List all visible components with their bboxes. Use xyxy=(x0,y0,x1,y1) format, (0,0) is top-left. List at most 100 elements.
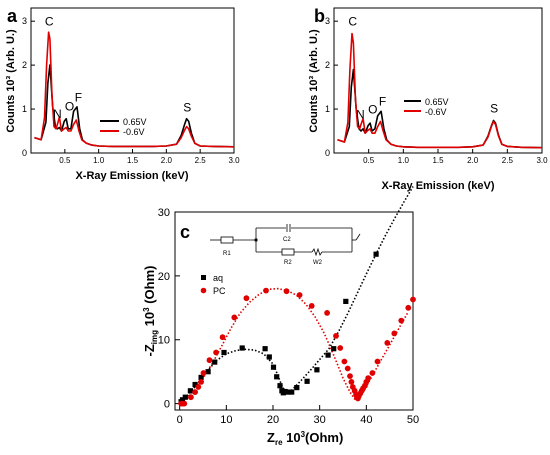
y-tick-label: 30 xyxy=(158,207,170,219)
y-tick-label: 10 xyxy=(158,335,170,347)
data-point-PC xyxy=(188,394,194,401)
data-point-aq xyxy=(262,346,268,352)
data-point-PC xyxy=(206,357,213,364)
circuit-label-r2: R2 xyxy=(284,260,292,266)
legend-label-0.65V: 0.65V xyxy=(123,117,147,127)
x-tick-label: 30 xyxy=(314,414,326,426)
circuit-label-r1: R1 xyxy=(223,251,231,257)
x-tick-label: 1.0 xyxy=(398,156,410,165)
panel-a: a 0.5 1.0 1.5 2.0 2.5 3.0 0 1 2 3 C NOF S 0.65V -0.… xyxy=(5,6,240,182)
x-tick-label: 0.5 xyxy=(59,156,71,165)
data-point-PC xyxy=(384,340,391,346)
peak-label-N: N xyxy=(356,108,365,122)
data-point-PC xyxy=(283,288,290,295)
data-point-aq xyxy=(343,298,349,304)
y-tick-label: 0 xyxy=(22,148,27,158)
data-point-PC xyxy=(410,296,416,303)
x-tick-label: 2.5 xyxy=(502,156,514,165)
peak-label-S: S xyxy=(183,100,191,114)
y-tick-label: 2 xyxy=(325,60,330,70)
data-point-PC xyxy=(198,379,205,385)
data-point-PC xyxy=(308,303,315,309)
panel-b-ylabel: Counts 10³ (Arb. U.) xyxy=(308,29,320,133)
data-point-aq xyxy=(277,383,283,389)
equivalent-circuit xyxy=(210,224,361,257)
peak-label-F: F xyxy=(379,95,386,109)
data-point-aq xyxy=(239,345,245,351)
panel-c: c 0 10 20 30 40 50 0 10 20 30 R1 C2 R2 xyxy=(142,186,419,447)
data-point-aq xyxy=(274,374,280,380)
data-point-aq xyxy=(294,385,300,391)
data-point-aq xyxy=(373,251,379,257)
panel-b: b 0.5 1.0 1.5 2.0 2.5 3.0 0 1 2 3 C N OF S 0.65V -0.… xyxy=(308,6,548,192)
peak-label-C: C xyxy=(45,15,54,29)
resistor-r2 xyxy=(281,248,295,256)
legend-label--0.6V: -0.6V xyxy=(425,107,447,117)
fit-line-aq xyxy=(179,186,414,405)
x-tick-label: 3.0 xyxy=(536,156,548,165)
data-point-PC xyxy=(405,304,412,311)
data-point-aq xyxy=(289,389,295,395)
data-point-PC xyxy=(348,379,355,385)
panel-c-frame xyxy=(174,211,414,411)
y-tick-label: 1 xyxy=(22,104,27,114)
data-point-aq xyxy=(331,346,337,352)
legend-marker-aq xyxy=(201,275,206,280)
panel-c-xlabel: Zre 103(Ohm) xyxy=(267,430,343,447)
resistor-r1 xyxy=(220,236,234,244)
svg-text:Zre 103(Ohm): Zre 103(Ohm) xyxy=(267,430,343,447)
data-point-aq xyxy=(314,367,320,373)
data-point-PC xyxy=(192,389,199,395)
data-point-aq xyxy=(304,378,310,384)
fit-line-PC xyxy=(186,287,409,400)
data-point-PC xyxy=(219,334,226,341)
data-point-PC xyxy=(181,400,188,407)
data-point-PC xyxy=(324,310,330,316)
y-tick-label: 0 xyxy=(325,148,330,158)
x-tick-label: 40 xyxy=(360,414,372,426)
y-tick-label: 3 xyxy=(325,16,330,26)
data-point-aq xyxy=(192,381,198,388)
data-point-PC xyxy=(347,373,353,379)
data-point-PC xyxy=(333,333,339,339)
data-point-aq xyxy=(179,397,186,403)
data-point-aq xyxy=(187,388,193,394)
data-point-aq xyxy=(270,364,277,370)
panel-c-ylabel: -Zimg 103 (Ohm) xyxy=(142,266,159,357)
data-point-PC xyxy=(213,349,220,356)
x-tick-label: 50 xyxy=(407,414,419,426)
x-tick-label: 3.0 xyxy=(228,156,240,165)
x-tick-label: 1.0 xyxy=(93,156,105,165)
y-tick-label: 20 xyxy=(158,271,170,283)
panel-b-series xyxy=(337,32,543,149)
data-point-PC xyxy=(374,358,381,365)
peak-label-F: F xyxy=(75,91,82,105)
circuit-label-c2: C2 xyxy=(283,237,291,243)
x-tick-label: 10 xyxy=(220,414,232,426)
series-line--0.6V xyxy=(337,32,543,149)
data-point-PC xyxy=(243,295,250,302)
y-tick-label: 3 xyxy=(22,16,27,26)
data-point-PC xyxy=(263,287,269,294)
peak-label-C: C xyxy=(348,15,357,29)
peak-label-O: O xyxy=(65,99,74,113)
panel-a-ylabel: Counts 10³ (Arb. U.) xyxy=(5,29,17,133)
x-tick-label: 1.5 xyxy=(127,156,139,165)
warburg-w2 xyxy=(311,247,323,257)
data-point-PC xyxy=(296,292,303,298)
data-point-PC xyxy=(369,370,376,376)
series-line--0.6V xyxy=(34,31,235,148)
data-point-PC xyxy=(344,365,351,372)
y-tick-label: 2 xyxy=(22,60,27,70)
data-point-PC xyxy=(200,370,207,376)
peak-label-O: O xyxy=(368,102,377,116)
data-point-PC xyxy=(341,358,348,365)
data-point-aq xyxy=(284,389,291,395)
data-point-aq xyxy=(205,369,211,375)
legend-marker-PC xyxy=(200,287,207,294)
data-point-PC xyxy=(195,384,202,390)
data-point-aq xyxy=(266,354,272,360)
x-tick-label: 1.5 xyxy=(432,156,444,165)
data-point-PC xyxy=(337,345,344,351)
